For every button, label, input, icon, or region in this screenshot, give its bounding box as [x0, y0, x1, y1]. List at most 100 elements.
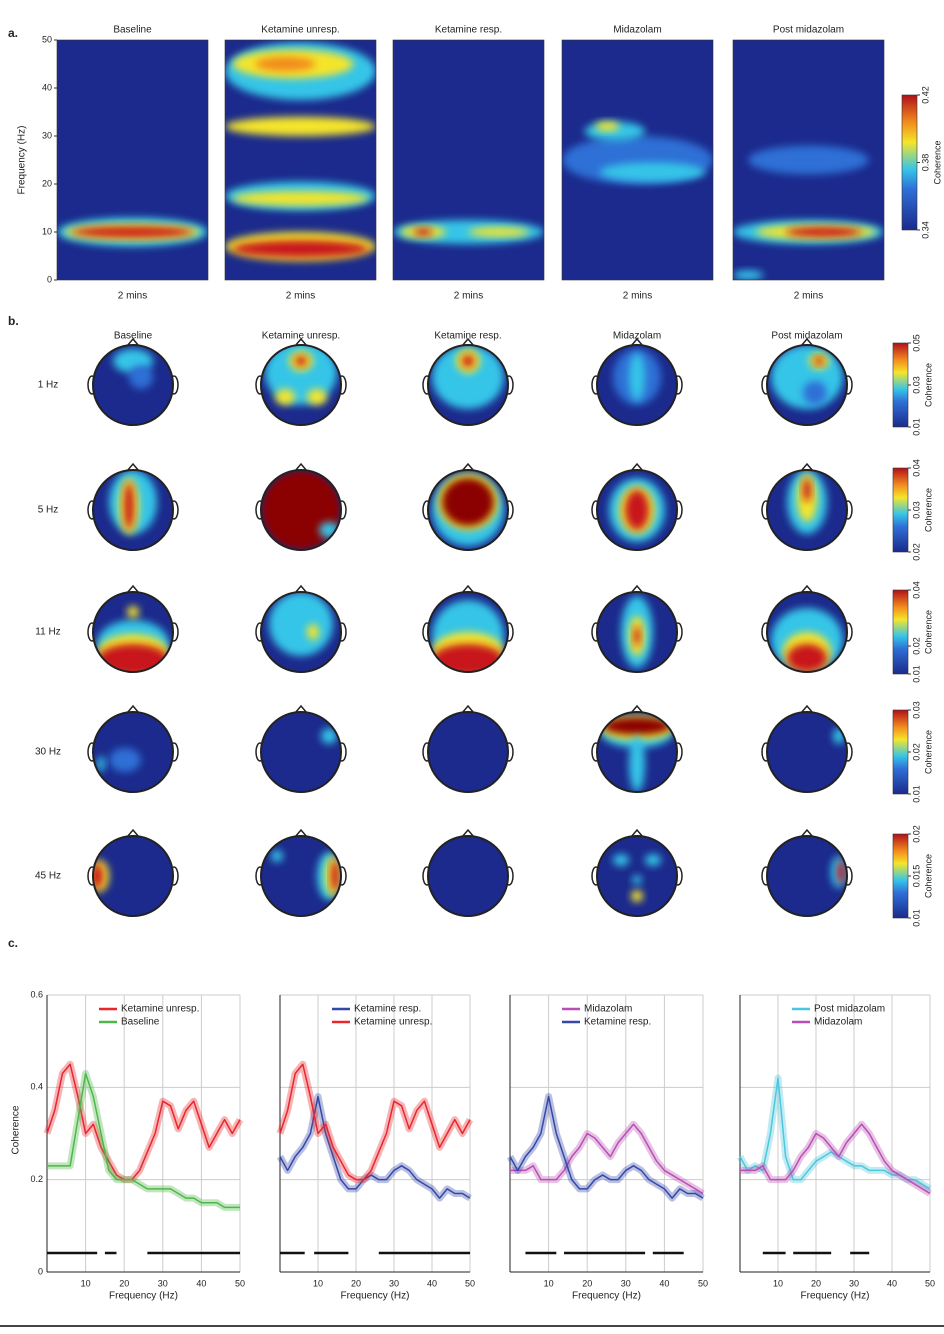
colorbar-label: Coherence [932, 140, 942, 184]
series-line [740, 1123, 931, 1195]
x-tick-label: 20 [351, 1278, 361, 1288]
topoplot [261, 470, 341, 550]
head-bg [428, 836, 508, 916]
spectrogram [225, 40, 376, 280]
heat-blob [72, 226, 193, 238]
colorbar-tick-label: 0.01 [911, 665, 921, 683]
head-outline [766, 711, 848, 793]
panel-label: c. [8, 936, 18, 950]
heat-blob [803, 478, 811, 502]
panel-label: b. [8, 314, 19, 328]
heat-blob [265, 345, 337, 405]
head-outline [427, 711, 509, 793]
colorbar-tick-label: 0.01 [911, 909, 921, 927]
topoplot [597, 592, 677, 672]
x-tick-label: 10 [81, 1278, 91, 1288]
series-line [510, 1123, 704, 1195]
head-outline [596, 591, 678, 673]
row-label: 30 Hz [35, 747, 61, 758]
topoplot [428, 345, 508, 425]
colorbar-tick-label: 0.04 [911, 581, 921, 599]
topoplot [428, 712, 508, 792]
heat-blob [613, 854, 629, 866]
legend-label: Midazolam [584, 1004, 632, 1015]
topoplot [767, 836, 847, 916]
legend-label: Post midazolam [814, 1004, 885, 1015]
colorbar-label: Coherence [923, 730, 933, 774]
topoplot [597, 836, 677, 916]
colorbar-tick-label: 0.015 [911, 865, 921, 888]
heat-blob [97, 756, 105, 772]
head-outline [92, 591, 174, 673]
topoplot [261, 345, 341, 425]
heat-blob [837, 860, 845, 884]
colorbar-tick-label: 0.04 [911, 459, 921, 477]
legend-label: Baseline [121, 1017, 160, 1028]
spectrogram [733, 40, 884, 280]
panel-label: a. [8, 26, 18, 40]
spectrogram-xlabel: 2 mins [623, 291, 652, 302]
heat-blob [307, 624, 319, 640]
heat-blob [124, 482, 134, 530]
head-outline [596, 711, 678, 793]
heat-blob [331, 860, 339, 892]
heat-blob [629, 736, 645, 792]
y-tick-label: 20 [42, 178, 52, 188]
heat-blob [307, 389, 327, 405]
heat-blob [269, 592, 333, 656]
head-bg [767, 836, 847, 916]
head-outline [92, 835, 174, 917]
x-axis-label: Frequency (Hz) [109, 1291, 178, 1302]
colorbar-tick-label: 0.34 [920, 221, 930, 239]
x-tick-label: 40 [427, 1278, 437, 1288]
head-outline [260, 469, 342, 551]
series-line [509, 1095, 704, 1199]
heat-blob [442, 478, 494, 526]
heat-blob [748, 145, 869, 175]
spectrogram-frame [561, 39, 714, 281]
topoplot [428, 836, 508, 916]
heat-blob [129, 365, 153, 389]
colorbar-label: Coherence [923, 854, 933, 898]
colorbar [892, 342, 909, 428]
colorbar-label: Coherence [923, 363, 933, 407]
legend-label: Midazolam [814, 1017, 862, 1028]
colorbar-tick-label: 0.02 [911, 825, 921, 843]
colorbar-tick-label: 0.42 [920, 86, 930, 104]
y-tick-label: 10 [42, 226, 52, 236]
heat-blob [599, 162, 706, 182]
topoplot [261, 592, 341, 672]
x-tick-label: 20 [811, 1278, 821, 1288]
topoplot-title: Midazolam [613, 331, 661, 342]
colorbar [892, 709, 909, 795]
legend-label: Ketamine resp. [354, 1004, 421, 1015]
y-tick-label: 0.2 [30, 1174, 43, 1184]
topoplot [93, 470, 173, 550]
row-label: 5 Hz [38, 505, 59, 516]
topoplot [261, 712, 341, 792]
heat-blob [468, 227, 529, 237]
x-tick-label: 10 [544, 1278, 554, 1288]
topoplot [597, 712, 677, 792]
head-outline [260, 835, 342, 917]
x-tick-label: 30 [158, 1278, 168, 1288]
head-bg [428, 712, 508, 792]
y-tick-label: 30 [42, 130, 52, 140]
heat-blob [632, 875, 642, 885]
colorbar-tick-label: 0.01 [911, 418, 921, 436]
colorbar-tick-label: 0.03 [911, 701, 921, 719]
head-outline [766, 591, 848, 673]
heat-blob [633, 626, 641, 646]
head-outline [596, 344, 678, 426]
legend-label: Ketamine resp. [584, 1017, 651, 1028]
spectrogram-frame [224, 39, 377, 281]
spectrogram-xlabel: 2 mins [454, 291, 483, 302]
y-tick-label: 0.6 [30, 989, 43, 999]
head-outline [427, 469, 509, 551]
heat-blob [814, 357, 824, 365]
head-bg [261, 712, 341, 792]
row-label: 45 Hz [35, 871, 61, 882]
y-axis-label: Frequency (Hz) [17, 126, 28, 195]
head-outline [596, 469, 678, 551]
head-outline [766, 469, 848, 551]
